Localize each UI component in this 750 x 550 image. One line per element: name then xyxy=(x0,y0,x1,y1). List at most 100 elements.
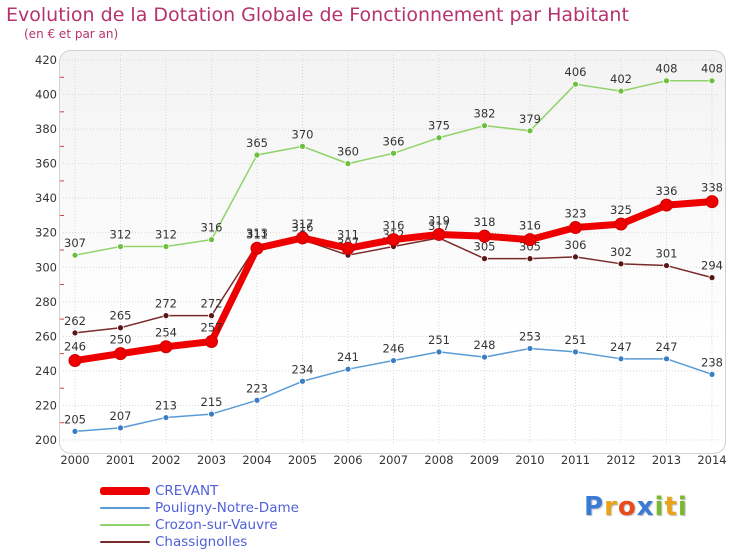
data-point xyxy=(526,127,534,135)
legend-swatch xyxy=(100,523,150,526)
data-point xyxy=(299,142,306,150)
logo-letter: i xyxy=(677,492,688,522)
legend-item: Crozon-sur-Vauvre xyxy=(100,516,299,533)
data-point xyxy=(117,243,124,250)
data-label: 262 xyxy=(64,314,86,328)
y-tick-label: 360 xyxy=(35,157,57,171)
data-point xyxy=(390,357,397,364)
legend-label: CREVANT xyxy=(155,482,219,499)
x-tick-label: 2006 xyxy=(333,453,362,467)
data-label: 312 xyxy=(155,228,177,242)
data-label: 323 xyxy=(565,207,587,221)
legend-item: CREVANT xyxy=(100,482,299,499)
y-tick-label: 200 xyxy=(35,433,57,447)
data-point xyxy=(205,335,218,349)
legend-label: Pouligny-Notre-Dame xyxy=(155,499,299,516)
data-label: 370 xyxy=(292,127,314,141)
data-label: 223 xyxy=(246,381,268,395)
logo-letter: r xyxy=(604,492,618,522)
x-tick-label: 2002 xyxy=(151,453,180,467)
data-point xyxy=(617,355,625,363)
data-label: 306 xyxy=(565,238,587,252)
x-tick-label: 2010 xyxy=(515,453,544,467)
data-label: 318 xyxy=(474,215,496,229)
legend-item: Pouligny-Notre-Dame xyxy=(100,499,299,516)
data-label: 316 xyxy=(201,221,223,235)
y-tick-label: 320 xyxy=(35,226,57,240)
data-point xyxy=(432,227,446,241)
data-point xyxy=(572,348,579,356)
data-label: 250 xyxy=(110,333,132,347)
legend-swatch xyxy=(100,540,150,543)
data-label: 366 xyxy=(383,134,405,148)
data-point xyxy=(663,77,670,85)
data-point xyxy=(481,353,488,361)
y-tick-label: 420 xyxy=(35,53,57,67)
data-label: 316 xyxy=(519,219,541,233)
data-point xyxy=(708,77,716,85)
data-point xyxy=(523,233,537,247)
y-tick-label: 240 xyxy=(35,364,57,378)
data-label: 317 xyxy=(428,219,450,233)
data-point xyxy=(114,347,127,361)
y-tick-label: 340 xyxy=(35,191,57,205)
data-label: 247 xyxy=(610,340,632,354)
data-label: 379 xyxy=(519,112,541,126)
data-label: 246 xyxy=(64,340,86,354)
data-label: 247 xyxy=(656,340,678,354)
plot-frame xyxy=(59,50,726,454)
x-tick-label: 2011 xyxy=(561,453,590,467)
legend-item: Chassignolles xyxy=(100,533,299,550)
x-tick-label: 2008 xyxy=(424,453,453,467)
y-tick-label: 300 xyxy=(35,260,57,274)
x-tick-label: 2003 xyxy=(197,453,226,467)
data-label: 272 xyxy=(201,297,223,311)
data-label: 257 xyxy=(201,321,223,335)
data-label: 246 xyxy=(383,342,405,356)
data-label: 311 xyxy=(337,227,359,241)
x-tick-label: 2001 xyxy=(106,453,135,467)
legend: CREVANT Pouligny-Notre-Dame Crozon-sur-Vau… xyxy=(100,482,299,550)
data-point xyxy=(344,160,352,168)
data-point xyxy=(208,312,215,320)
data-point xyxy=(71,329,79,337)
data-point xyxy=(617,260,625,268)
data-label: 248 xyxy=(474,338,496,352)
x-tick-label: 2007 xyxy=(379,453,408,467)
data-label: 251 xyxy=(428,333,450,347)
data-point xyxy=(253,396,261,404)
data-point xyxy=(708,370,716,378)
data-label: 301 xyxy=(656,247,678,261)
data-label: 272 xyxy=(155,297,177,311)
data-point xyxy=(705,195,719,209)
logo-letter: x xyxy=(636,492,655,522)
data-point xyxy=(572,80,579,88)
data-label: 251 xyxy=(565,333,587,347)
data-label: 317 xyxy=(292,217,314,231)
x-tick-label: 2013 xyxy=(652,453,681,467)
data-point xyxy=(344,365,352,373)
data-point xyxy=(117,424,124,432)
data-label: 234 xyxy=(292,362,314,376)
data-point xyxy=(478,229,491,243)
data-label: 254 xyxy=(155,326,177,340)
line-chart: 200 220 240 260 280 300 320 340 360 380 400 420 2000… xyxy=(35,53,727,467)
data-label: 382 xyxy=(474,107,496,121)
data-label: 302 xyxy=(610,245,632,259)
data-label: 316 xyxy=(383,219,405,233)
x-tick-label: 2009 xyxy=(470,453,499,467)
y-tick-label: 280 xyxy=(35,295,57,309)
data-point xyxy=(71,251,79,259)
legend-label: Chassignolles xyxy=(155,533,248,550)
data-point xyxy=(572,253,579,261)
logo-letter: i xyxy=(654,492,665,522)
logo-letter: o xyxy=(617,492,637,522)
data-point xyxy=(663,355,670,363)
chart-subtitle: (en € et par an) xyxy=(24,27,119,41)
y-tick-label: 260 xyxy=(35,329,57,343)
data-point xyxy=(68,354,82,368)
chart-title: Evolution de la Dotation Globale de Fonc… xyxy=(6,4,629,26)
data-label: 213 xyxy=(155,399,177,413)
logo-letter: P xyxy=(584,492,605,522)
data-label: 311 xyxy=(246,227,268,241)
